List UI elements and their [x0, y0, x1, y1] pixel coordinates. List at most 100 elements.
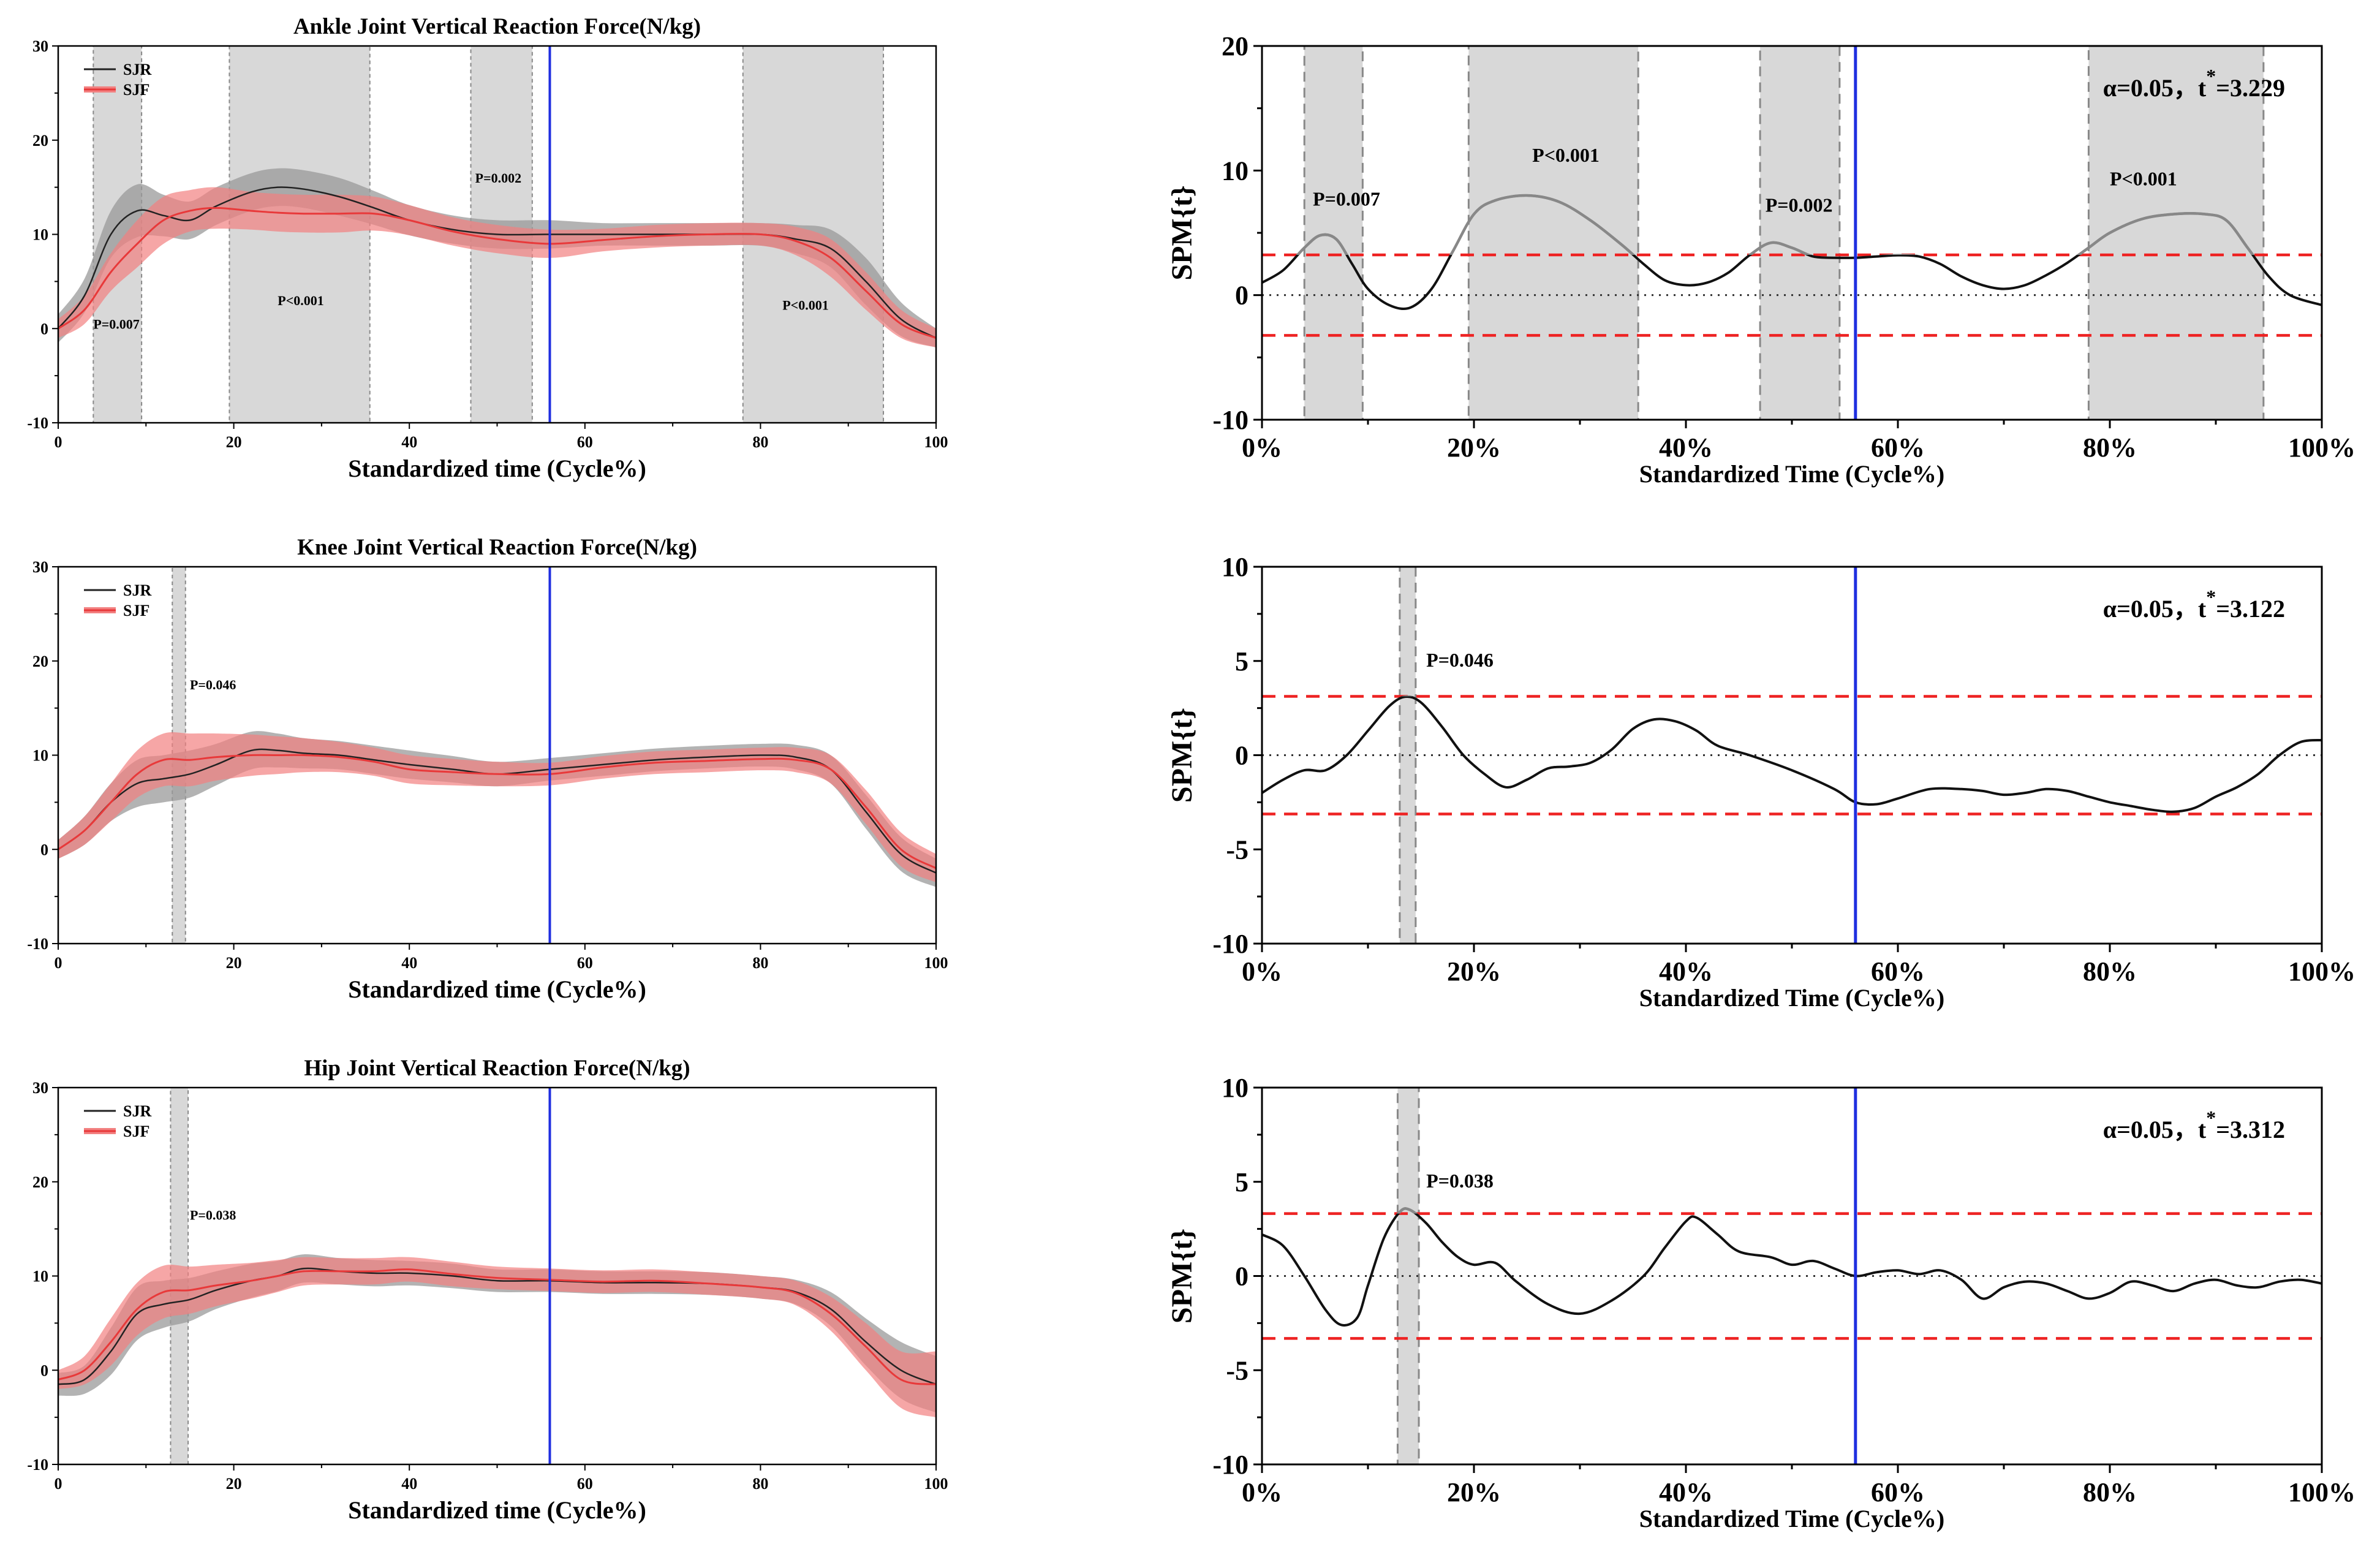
x-tick-label: 60%	[1871, 956, 1925, 986]
threshold-annotation: α=0.05，t*=3.312	[2103, 1107, 2285, 1143]
y-tick-label: 30	[32, 558, 48, 576]
x-tick-label: 0	[55, 954, 62, 972]
p-value-label: P<0.001	[782, 298, 828, 313]
sjf-sd-band	[58, 187, 936, 347]
chart-title: Ankle Joint Vertical Reaction Force(N/kg…	[293, 14, 701, 39]
x-tick-label: 0	[55, 1475, 62, 1493]
p-value-label: P=0.038	[190, 1207, 236, 1222]
y-tick-label: 5	[1235, 1167, 1249, 1197]
y-tick-label: 10	[1222, 552, 1249, 582]
x-axis-label: Standardized Time (Cycle%)	[1639, 1505, 1945, 1532]
threshold-prefix: α=0.05，t	[2103, 74, 2207, 102]
x-tick-label: 100%	[2288, 1477, 2355, 1507]
x-tick-label: 60%	[1871, 433, 1925, 463]
y-tick-label: 0	[40, 320, 48, 338]
spm-t-curve-suprathreshold	[1400, 695, 1414, 697]
sjr-mean-line	[58, 748, 937, 874]
x-tick-label: 0	[55, 433, 62, 451]
x-tick-label: 40%	[1659, 956, 1713, 986]
threshold-star: *	[2206, 65, 2216, 87]
significance-region	[2087, 45, 2265, 421]
legend-sjf-label: SJF	[123, 1123, 149, 1140]
legend-sjr-label: SJR	[123, 1102, 151, 1120]
force-chart-0: Ankle Joint Vertical Reaction Force(N/kg…	[27, 14, 948, 482]
y-tick-label: 0	[40, 1361, 48, 1379]
y-tick-label: 10	[32, 747, 48, 765]
x-tick-label: 60	[577, 954, 593, 972]
x-tick-label: 20	[226, 954, 242, 972]
chart-title: Hip Joint Vertical Reaction Force(N/kg)	[304, 1056, 690, 1081]
spm-chart-3: P=0.046 α=0.05，t*=3.122 0% 20% 40% 60% 80% 100%…	[1166, 552, 2355, 1012]
spm-t-curve	[1261, 1207, 2322, 1327]
y-tick-label: 10	[32, 1268, 48, 1285]
p-value-label: P<0.001	[1532, 144, 1600, 166]
x-tick-label: 40	[401, 954, 417, 972]
p-value-label: P=0.046	[190, 677, 236, 692]
chart-title: Knee Joint Vertical Reaction Force(N/kg)	[297, 535, 697, 560]
x-tick-label: 60	[577, 1475, 593, 1493]
y-tick-label: 5	[1235, 646, 1249, 676]
y-tick-label: -10	[1212, 405, 1249, 435]
threshold-prefix: α=0.05，t	[2103, 595, 2207, 623]
y-tick-label: -10	[27, 414, 48, 432]
y-tick-label: 20	[1222, 31, 1249, 61]
threshold-value: =3.312	[2216, 1116, 2285, 1143]
p-value-label: P=0.002	[1766, 194, 1833, 216]
p-value-label: P=0.007	[1313, 187, 1380, 210]
x-tick-label: 80%	[2083, 956, 2137, 986]
y-tick-label: 10	[32, 226, 48, 244]
x-tick-label: 20	[226, 433, 242, 451]
y-tick-label: 20	[32, 132, 48, 150]
y-tick-label: -10	[1212, 929, 1249, 959]
x-tick-label: 100	[924, 954, 948, 972]
y-axis-label: SPM{t}	[1166, 1229, 1198, 1323]
legend-sjr-label: SJR	[123, 61, 151, 78]
spm-chart-1: P=0.007 P<0.001 P=0.002 P<0.001 α=0.05，t*=3.…	[1166, 31, 2355, 488]
force-chart-2: Knee Joint Vertical Reaction Force(N/kg)…	[27, 535, 948, 1003]
y-tick-label: 30	[32, 37, 48, 55]
sjf-mean-line	[58, 1268, 937, 1385]
x-tick-label: 0%	[1242, 433, 1282, 463]
significance-region	[229, 45, 371, 423]
significance-region	[1396, 1086, 1420, 1466]
spm-t-curve	[1261, 695, 2322, 813]
p-value-label: P<0.001	[2110, 168, 2177, 190]
sjf-mean-line	[58, 754, 937, 869]
x-tick-label: 0%	[1242, 1477, 1282, 1507]
x-tick-label: 40	[401, 1475, 417, 1493]
x-tick-label: 0%	[1242, 956, 1282, 986]
x-tick-label: 20%	[1447, 956, 1501, 986]
y-axis-label: SPM{t}	[1166, 708, 1198, 803]
x-tick-label: 80	[752, 433, 768, 451]
p-value-label: P=0.046	[1426, 649, 1494, 671]
spm-t-curve-suprathreshold	[1296, 194, 2255, 256]
y-tick-label: 10	[1222, 156, 1249, 186]
y-tick-label: 30	[32, 1079, 48, 1097]
x-axis-label: Standardized time (Cycle%)	[348, 975, 646, 1003]
x-axis-label: Standardized Time (Cycle%)	[1639, 460, 1945, 488]
y-tick-label: 0	[1235, 741, 1249, 771]
x-axis-label: Standardized Time (Cycle%)	[1639, 984, 1945, 1012]
y-tick-label: -10	[27, 1456, 48, 1474]
y-tick-label: -5	[1226, 1355, 1249, 1385]
threshold-prefix: α=0.05，t	[2103, 1116, 2207, 1143]
force-chart-4: Hip Joint Vertical Reaction Force(N/kg) P…	[27, 1056, 948, 1524]
y-tick-label: 0	[40, 841, 48, 858]
x-tick-label: 100	[924, 433, 948, 451]
significance-region	[1759, 45, 1841, 421]
x-tick-label: 60%	[1871, 1477, 1925, 1507]
spm-t-curve-suprathreshold	[1396, 1207, 1418, 1214]
threshold-star: *	[2206, 586, 2216, 608]
spm-chart-5: P=0.038 α=0.05，t*=3.312 0% 20% 40% 60% 80% 100%…	[1166, 1073, 2355, 1532]
x-axis-label: Standardized time (Cycle%)	[348, 1496, 646, 1524]
x-tick-label: 100	[924, 1475, 948, 1493]
p-value-label: P<0.001	[278, 293, 323, 308]
y-tick-label: 0	[1235, 1262, 1249, 1292]
sjf-sd-band	[58, 732, 936, 883]
x-tick-label: 80%	[2083, 1477, 2137, 1507]
y-tick-label: 0	[1235, 281, 1249, 311]
x-tick-label: 80	[752, 1475, 768, 1493]
threshold-value: =3.229	[2216, 74, 2285, 102]
x-tick-label: 100%	[2288, 433, 2355, 463]
